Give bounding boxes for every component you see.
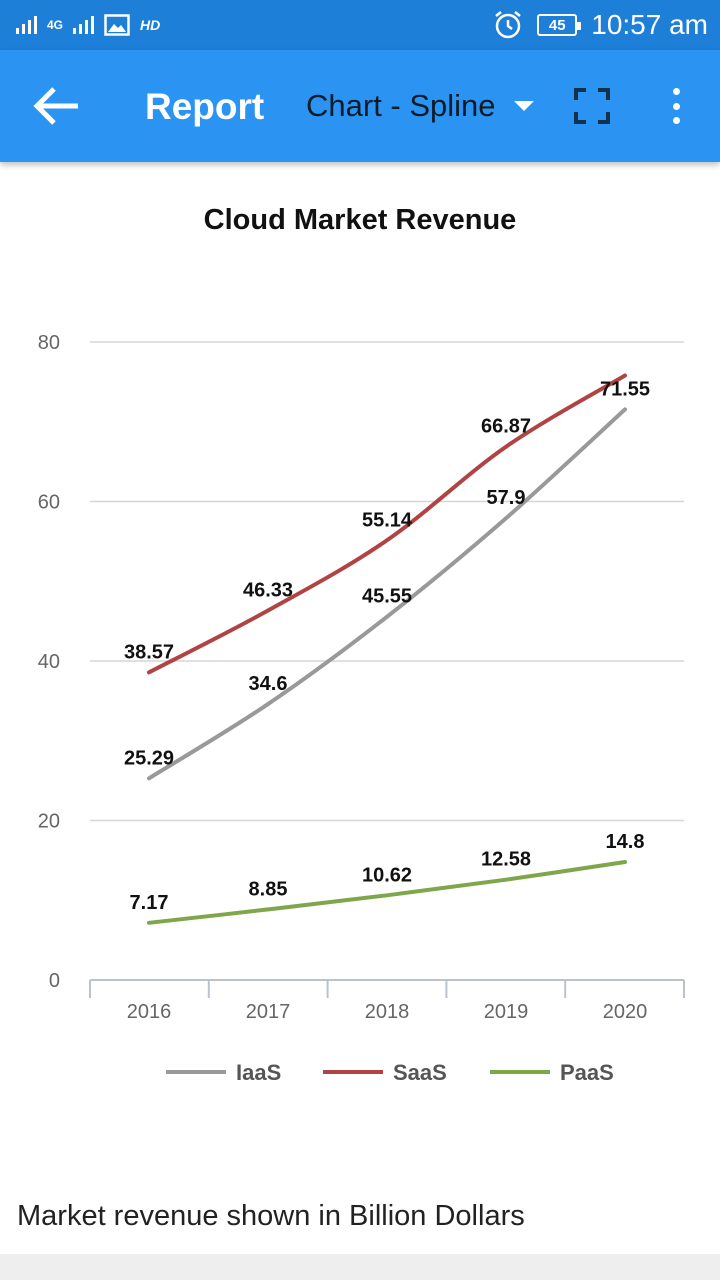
data-label: 55.14 — [362, 509, 413, 531]
series-line-iaas — [147, 407, 627, 781]
back-button[interactable] — [28, 80, 84, 132]
data-label: 71.55 — [600, 378, 650, 400]
battery-indicator: 45 — [537, 14, 582, 36]
bottom-strip — [0, 1254, 720, 1280]
y-tick-label: 0 — [49, 970, 60, 992]
signal-icon — [16, 16, 37, 34]
status-bar: 4G HD 45 10:57 am — [0, 0, 720, 50]
legend-label: PaaS — [560, 1060, 614, 1085]
data-label: 25.29 — [124, 747, 174, 769]
x-tick-label: 2019 — [484, 1001, 529, 1023]
legend-label: IaaS — [236, 1060, 281, 1085]
series-line-saas — [147, 373, 627, 675]
series-line-paas — [147, 859, 627, 925]
legend-label: SaaS — [393, 1060, 447, 1085]
alarm-icon — [495, 11, 522, 39]
back-arrow-icon — [33, 87, 78, 125]
network-type: 4G — [47, 18, 64, 32]
more-options-icon[interactable] — [660, 84, 692, 128]
app-bar: Report Chart - Spline — [0, 50, 720, 162]
data-label: 46.33 — [243, 580, 293, 602]
x-tick-label: 2018 — [365, 1001, 410, 1023]
data-label: 8.85 — [249, 878, 288, 900]
y-tick-label: 80 — [38, 332, 60, 354]
data-label: 14.8 — [606, 831, 645, 853]
data-label: 10.62 — [362, 864, 412, 886]
x-tick-label: 2017 — [246, 1001, 291, 1023]
x-tick-label: 2020 — [603, 1001, 648, 1023]
caret-down-icon — [513, 101, 534, 111]
data-label: 45.55 — [362, 586, 412, 608]
x-tick-label: 2016 — [127, 1001, 172, 1023]
status-left: 4G HD — [16, 8, 160, 42]
data-label: 66.87 — [481, 416, 531, 438]
data-label: 57.9 — [487, 487, 526, 509]
data-label: 34.6 — [249, 673, 288, 695]
footer-note: Market revenue shown in Billion Dollars — [17, 1200, 525, 1232]
y-tick-label: 20 — [38, 811, 60, 833]
image-icon — [104, 14, 130, 36]
status-right: 45 10:57 am — [493, 6, 708, 44]
y-tick-label: 40 — [38, 651, 60, 673]
chart-title: Cloud Market Revenue — [203, 204, 517, 236]
clock: 10:57 am — [591, 9, 708, 40]
chart-type-label: Chart - Spline — [306, 88, 496, 123]
data-label: 12.58 — [481, 849, 531, 871]
fullscreen-icon[interactable] — [572, 86, 612, 126]
page-title: Report — [145, 86, 265, 127]
data-label: 38.57 — [124, 641, 174, 663]
chart-type-dropdown[interactable]: Chart - Spline — [306, 88, 534, 124]
signal-2-icon — [73, 16, 95, 34]
hd-badge: HD — [140, 17, 161, 33]
revenue-chart: 0 20 40 60 80 2016 2017 2018 2019 2020 25.29 34.6 45… — [38, 332, 685, 1085]
y-tick-label: 60 — [38, 492, 60, 514]
data-label: 7.17 — [130, 892, 169, 914]
